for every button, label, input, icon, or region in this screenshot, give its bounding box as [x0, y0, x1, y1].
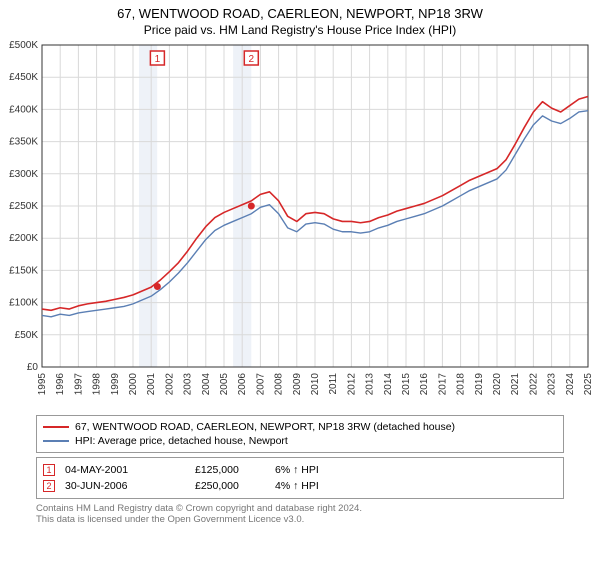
- footnote-line2: This data is licensed under the Open Gov…: [36, 514, 564, 525]
- svg-text:£300K: £300K: [9, 169, 38, 180]
- svg-text:2024: 2024: [565, 373, 576, 396]
- svg-text:1: 1: [155, 54, 161, 65]
- svg-text:£100K: £100K: [9, 298, 38, 309]
- svg-text:2019: 2019: [474, 373, 485, 396]
- svg-text:1997: 1997: [73, 373, 84, 396]
- chart-svg: £0 £50K £100K £150K £200K £250K £300K £350K £400…: [0, 41, 600, 411]
- svg-text:2018: 2018: [456, 373, 467, 396]
- chart-container: 67, WENTWOOD ROAD, CAERLEON, NEWPORT, NP…: [0, 6, 600, 566]
- svg-text:2008: 2008: [274, 373, 285, 396]
- svg-text:2004: 2004: [201, 373, 212, 396]
- svg-text:£450K: £450K: [9, 72, 38, 83]
- svg-text:£0: £0: [27, 362, 39, 373]
- svg-text:2015: 2015: [401, 373, 412, 396]
- sale-marker-icon: 2: [43, 480, 55, 492]
- chart-title: 67, WENTWOOD ROAD, CAERLEON, NEWPORT, NP…: [0, 6, 600, 21]
- sale-marker-icon: 1: [43, 464, 55, 476]
- svg-text:2001: 2001: [146, 373, 157, 396]
- svg-text:2025: 2025: [583, 373, 594, 396]
- legend: 67, WENTWOOD ROAD, CAERLEON, NEWPORT, NP…: [36, 415, 564, 453]
- footnote: Contains HM Land Registry data © Crown c…: [36, 503, 564, 525]
- svg-text:£150K: £150K: [9, 265, 38, 276]
- svg-text:1995: 1995: [37, 373, 48, 396]
- sale-row: 2 30-JUN-2006£250,0004% ↑ HPI: [43, 478, 557, 494]
- svg-text:2003: 2003: [183, 373, 194, 396]
- svg-text:£200K: £200K: [9, 233, 38, 244]
- svg-text:2014: 2014: [383, 373, 394, 396]
- svg-text:2002: 2002: [164, 373, 175, 396]
- svg-text:£250K: £250K: [9, 201, 38, 212]
- sale-price: £250,000: [195, 480, 275, 492]
- svg-text:£350K: £350K: [9, 137, 38, 148]
- legend-label: 67, WENTWOOD ROAD, CAERLEON, NEWPORT, NP…: [75, 421, 455, 433]
- sales-table: 1 04-MAY-2001£125,0006% ↑ HPI 2 30-JUN-2006…: [36, 457, 564, 499]
- legend-row: 67, WENTWOOD ROAD, CAERLEON, NEWPORT, NP…: [43, 420, 557, 434]
- svg-text:2020: 2020: [492, 373, 503, 396]
- svg-text:£500K: £500K: [9, 41, 38, 51]
- chart-subtitle: Price paid vs. HM Land Registry's House …: [0, 23, 600, 37]
- sale-hpi: 4% ↑ HPI: [275, 480, 557, 492]
- legend-row: HPI: Average price, detached house, Newp…: [43, 434, 557, 448]
- svg-text:2005: 2005: [219, 373, 230, 396]
- svg-text:2009: 2009: [292, 373, 303, 396]
- svg-text:2021: 2021: [510, 373, 521, 396]
- legend-label: HPI: Average price, detached house, Newp…: [75, 435, 288, 447]
- svg-text:2006: 2006: [237, 373, 248, 396]
- svg-text:2: 2: [249, 54, 255, 65]
- svg-text:2013: 2013: [365, 373, 376, 396]
- legend-swatch: [43, 426, 69, 428]
- svg-text:£400K: £400K: [9, 104, 38, 115]
- svg-text:2010: 2010: [310, 373, 321, 396]
- sale-date: 30-JUN-2006: [65, 480, 195, 492]
- sale-date: 04-MAY-2001: [65, 464, 195, 476]
- sale-row: 1 04-MAY-2001£125,0006% ↑ HPI: [43, 462, 557, 478]
- svg-text:2007: 2007: [255, 373, 266, 396]
- svg-text:1996: 1996: [55, 373, 66, 396]
- plot-area: £0 £50K £100K £150K £200K £250K £300K £350K £400…: [0, 41, 600, 411]
- svg-text:2011: 2011: [328, 373, 339, 395]
- svg-text:2012: 2012: [346, 373, 357, 396]
- svg-text:2016: 2016: [419, 373, 430, 396]
- legend-swatch: [43, 440, 69, 442]
- svg-text:1998: 1998: [92, 373, 103, 396]
- svg-text:2022: 2022: [528, 373, 539, 396]
- footnote-line1: Contains HM Land Registry data © Crown c…: [36, 503, 564, 514]
- svg-text:1999: 1999: [110, 373, 121, 396]
- sale-hpi: 6% ↑ HPI: [275, 464, 557, 476]
- svg-text:2017: 2017: [437, 373, 448, 396]
- svg-text:2023: 2023: [547, 373, 558, 396]
- sale-price: £125,000: [195, 464, 275, 476]
- svg-text:£50K: £50K: [15, 330, 39, 341]
- svg-text:2000: 2000: [128, 373, 139, 396]
